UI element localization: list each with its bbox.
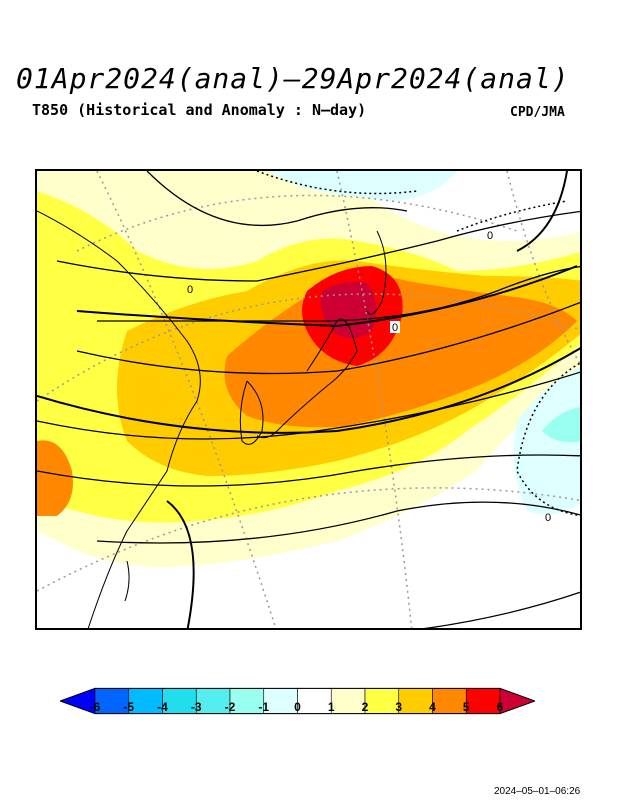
colorbar-tick-label: 0 (294, 700, 301, 714)
anomaly-map: 0 0 0 0 (35, 169, 582, 630)
colorbar-cell (499, 687, 535, 715)
colorbar-tick-label: -5 (123, 700, 135, 714)
colorbar (60, 687, 535, 715)
coastline-korea (239, 380, 264, 445)
colorbar-cell (364, 687, 400, 715)
contour-line-3 (96, 265, 580, 322)
anomaly-region-light-cyan-east (513, 367, 580, 515)
coastline-sakhalin (366, 230, 387, 315)
colorbar-cell (330, 687, 366, 715)
anomaly-region-light-cyan-north (267, 171, 457, 201)
colorbar-cell (465, 687, 501, 715)
chart-title: 01Apr2024(anal)–29Apr2024(anal) (16, 62, 570, 95)
contour-label-zero-4: 0 (545, 512, 551, 524)
contour-line-bold-3 (166, 500, 195, 628)
anomaly-region-darkred (320, 282, 376, 339)
graticule-lon-1 (336, 171, 413, 628)
contour-line-4 (76, 301, 580, 375)
graticule-lat-mid (37, 293, 580, 402)
zero-anomaly-contour-ne (456, 200, 568, 232)
chart-subtitle: T850 (Historical and Anomaly : N–day) (32, 101, 367, 119)
colorbar-cell (195, 687, 231, 715)
contour-label-zero-2: 0 (187, 284, 193, 296)
contour-line-6 (37, 454, 580, 487)
colorbar-tick-label: -1 (258, 700, 270, 714)
contour-label-box-1 (390, 321, 400, 333)
colorbar-tick-label: 4 (429, 700, 436, 714)
colorbar-tick-label: 6 (496, 700, 504, 714)
contour-line-2 (56, 210, 580, 282)
contour-line-8 (423, 591, 580, 628)
contour-line-7 (96, 501, 580, 544)
graticule-lat-south (37, 487, 580, 592)
contour-line-bold-4 (516, 171, 568, 252)
map-canvas: 0 0 0 0 (37, 171, 580, 628)
colorbar-tick-label: 3 (395, 700, 403, 714)
contour-label-zero-1: 0 (392, 322, 398, 334)
coastline-china (37, 210, 201, 628)
anomaly-region-orange-west (37, 440, 73, 516)
colorbar-tick-label: -2 (224, 700, 236, 714)
contour-line-5 (37, 371, 580, 440)
agency-label: CPD/JMA (510, 105, 565, 120)
colorbar-tick-label: 5 (462, 700, 470, 714)
colorbar-tick-label: -3 (190, 700, 202, 714)
coastline-japan (256, 318, 358, 439)
graticule-lon-3 (506, 171, 580, 366)
contour-line-bold-2 (37, 347, 580, 434)
colorbar-tick-label: 1 (327, 700, 335, 714)
colorbar-tick-label: -4 (157, 700, 168, 714)
colorbar-tick-label: -6 (89, 700, 101, 714)
colorbar-tick-label: 2 (361, 700, 369, 714)
colorbar-cell (128, 687, 163, 715)
timestamp: 2024–05–01–06:26 (494, 786, 581, 797)
coastline-taiwan (124, 560, 130, 602)
contour-label-zero-3: 0 (487, 230, 493, 242)
colorbar-cell (432, 687, 467, 715)
contour-line-1 (146, 171, 408, 227)
contour-line-bold-1 (76, 265, 578, 328)
graticule-lat-north (76, 194, 518, 252)
anomaly-region-cyan-east (542, 406, 580, 443)
colorbar-cell (263, 687, 298, 715)
